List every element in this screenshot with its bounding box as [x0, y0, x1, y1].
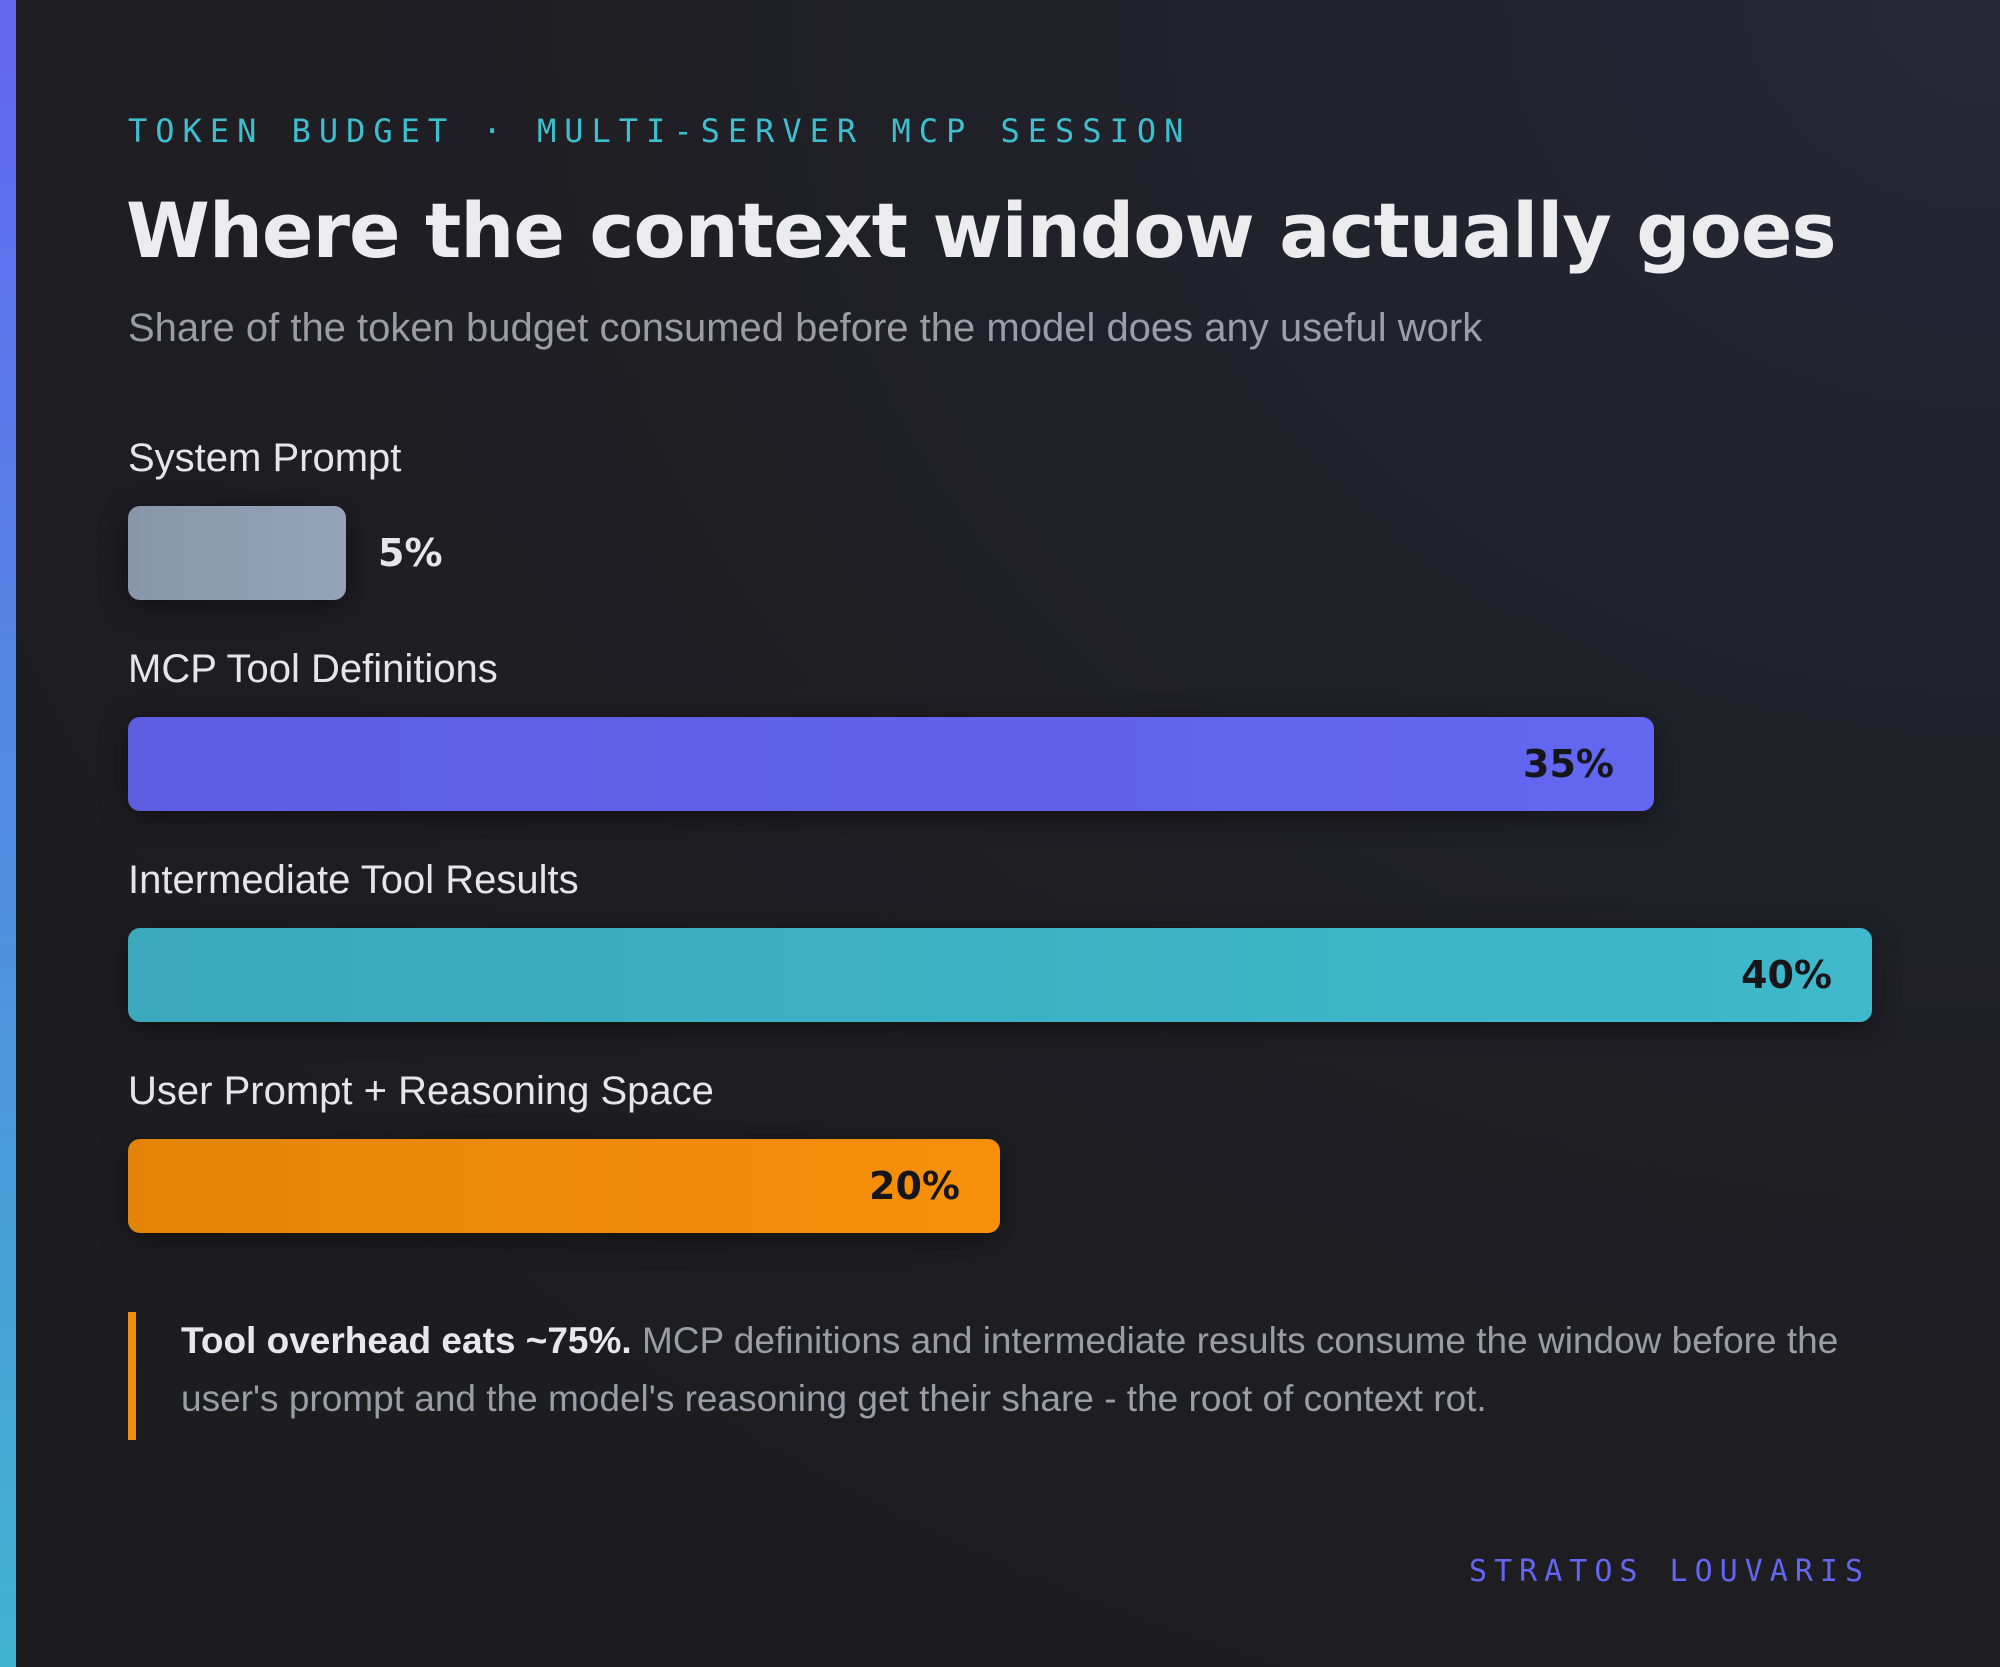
callout-body-text: MCP definitions and intermediate results… [181, 1320, 1839, 1419]
callout-text: Tool overhead eats ~75%. MCP definitions… [181, 1312, 1901, 1428]
author-credit: STRATOS LOUVARIS [1469, 1554, 1870, 1589]
bar-value-label: 35% [1523, 742, 1614, 786]
page-subtitle: Share of the token budget consumed befor… [128, 306, 1483, 350]
callout-accent-rule [128, 1312, 136, 1440]
bar-category-label: User Prompt + Reasoning Space [128, 1069, 714, 1113]
bar-category-label: MCP Tool Definitions [128, 647, 498, 691]
bar [128, 506, 346, 600]
bar [128, 928, 1872, 1022]
bar-category-label: System Prompt [128, 436, 402, 480]
bar [128, 1139, 1000, 1233]
bar-category-label: Intermediate Tool Results [128, 858, 579, 902]
bar-value-label: 40% [1741, 953, 1832, 997]
accent-strip [0, 0, 16, 1667]
callout-strong-text: Tool overhead eats ~75%. [181, 1320, 632, 1361]
bar-value-label: 5% [378, 531, 443, 575]
bar-value-label: 20% [869, 1164, 960, 1208]
bar [128, 717, 1654, 811]
callout-box: Tool overhead eats ~75%. MCP definitions… [128, 1312, 1888, 1440]
page-title: Where the context window actually goes [126, 186, 1837, 275]
eyebrow-label: TOKEN BUDGET · MULTI-SERVER MCP SESSION [128, 112, 1192, 150]
